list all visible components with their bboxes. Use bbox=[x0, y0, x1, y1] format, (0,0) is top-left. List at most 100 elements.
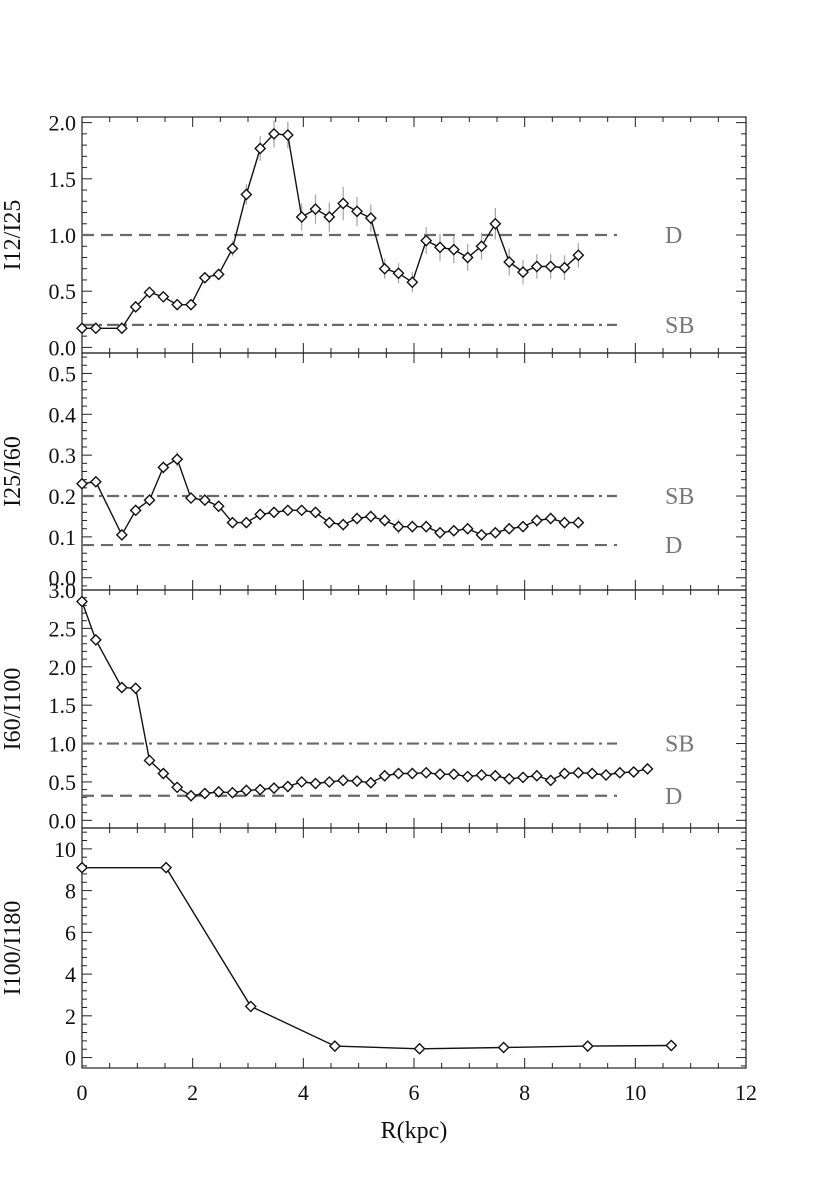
data-point bbox=[434, 768, 446, 781]
data-point bbox=[351, 775, 363, 788]
data-point bbox=[503, 522, 516, 535]
data-point bbox=[281, 504, 294, 517]
data-point bbox=[530, 769, 543, 782]
data-point bbox=[171, 453, 184, 466]
data-point bbox=[268, 127, 280, 140]
data-point bbox=[544, 774, 557, 787]
y-tick-label: 10 bbox=[54, 837, 76, 862]
data-point bbox=[309, 506, 322, 519]
data-point bbox=[517, 520, 529, 533]
data-point bbox=[351, 205, 363, 218]
data-point bbox=[351, 512, 363, 525]
data-point bbox=[129, 682, 142, 695]
data-point bbox=[185, 789, 197, 802]
y-tick-label: 0.2 bbox=[49, 484, 77, 509]
data-point bbox=[447, 243, 460, 256]
y-tick-label: 3.0 bbox=[49, 578, 77, 603]
reference-label-sb: SB bbox=[665, 313, 694, 339]
data-point bbox=[392, 267, 405, 280]
data-point bbox=[268, 506, 280, 519]
data-point bbox=[323, 516, 336, 529]
y-axis-label: I60/I100 bbox=[0, 668, 26, 751]
series-line bbox=[82, 867, 672, 1050]
data-point bbox=[544, 512, 557, 525]
data-point bbox=[434, 241, 446, 254]
data-point bbox=[558, 516, 571, 529]
x-tick-label: 6 bbox=[409, 1080, 420, 1105]
x-axis-label: R(kpc) bbox=[381, 1118, 448, 1144]
reference-label-sb: SB bbox=[665, 484, 694, 510]
data-point bbox=[392, 520, 405, 533]
data-point bbox=[558, 767, 571, 780]
data-point bbox=[337, 774, 350, 787]
data-point bbox=[581, 1040, 594, 1053]
data-point bbox=[281, 780, 294, 793]
y-tick-label: 0.5 bbox=[49, 770, 77, 795]
y-tick-label: 0 bbox=[65, 1046, 76, 1071]
data-point bbox=[244, 1000, 257, 1013]
data-point bbox=[517, 771, 529, 784]
y-axis-label: I12/I25 bbox=[0, 200, 26, 271]
data-point bbox=[600, 769, 612, 782]
data-point bbox=[89, 322, 102, 335]
data-point bbox=[665, 1039, 678, 1052]
data-point bbox=[461, 522, 474, 535]
reference-label-d: D bbox=[665, 223, 682, 249]
data-point bbox=[115, 681, 128, 694]
y-tick-label: 0.0 bbox=[49, 808, 77, 833]
data-point bbox=[530, 260, 543, 273]
data-point bbox=[572, 766, 585, 779]
y-axis-label: I25/I60 bbox=[0, 436, 26, 507]
data-point bbox=[517, 266, 529, 279]
data-point bbox=[76, 595, 88, 608]
y-tick-label: 0.0 bbox=[49, 566, 77, 591]
x-tick-label: 2 bbox=[187, 1080, 198, 1105]
data-point bbox=[489, 217, 502, 230]
data-point bbox=[129, 504, 142, 517]
y-tick-label: 2.0 bbox=[49, 111, 77, 136]
data-point bbox=[489, 769, 502, 782]
data-point bbox=[295, 211, 308, 224]
x-tick-label: 10 bbox=[624, 1080, 646, 1105]
data-point bbox=[281, 128, 294, 141]
data-point bbox=[212, 268, 225, 281]
y-tick-label: 0.5 bbox=[49, 361, 77, 386]
data-point bbox=[328, 1040, 341, 1053]
data-point bbox=[475, 528, 488, 541]
data-point bbox=[157, 767, 170, 780]
data-point bbox=[378, 514, 391, 527]
data-point bbox=[378, 262, 391, 275]
x-tick-label: 12 bbox=[735, 1080, 757, 1105]
data-point bbox=[129, 300, 142, 313]
data-point bbox=[530, 514, 543, 527]
data-point bbox=[364, 776, 377, 789]
reference-label-d: D bbox=[665, 533, 682, 559]
data-point bbox=[378, 769, 391, 782]
y-tick-label: 0.4 bbox=[49, 402, 77, 427]
plot-frame bbox=[81, 827, 747, 1069]
data-point bbox=[160, 861, 173, 874]
data-point bbox=[641, 762, 654, 775]
data-point bbox=[461, 770, 474, 783]
data-point bbox=[420, 766, 433, 779]
data-point bbox=[226, 242, 239, 255]
data-point bbox=[254, 783, 267, 796]
y-tick-label: 1.0 bbox=[49, 732, 77, 757]
data-point bbox=[268, 782, 280, 795]
data-point bbox=[572, 516, 585, 529]
data-point bbox=[76, 477, 88, 490]
data-point bbox=[143, 754, 156, 767]
y-tick-label: 0.5 bbox=[49, 279, 77, 304]
y-tick-label: 2 bbox=[65, 1004, 76, 1029]
data-point bbox=[295, 775, 308, 788]
y-tick-label: 0.1 bbox=[49, 525, 77, 550]
data-point bbox=[406, 276, 419, 289]
y-tick-label: 2.0 bbox=[49, 655, 77, 680]
data-point bbox=[364, 212, 377, 225]
data-point bbox=[497, 1041, 510, 1054]
data-point bbox=[475, 769, 488, 782]
y-tick-label: 2.5 bbox=[49, 616, 77, 641]
data-point bbox=[157, 461, 170, 474]
data-point bbox=[613, 766, 626, 779]
